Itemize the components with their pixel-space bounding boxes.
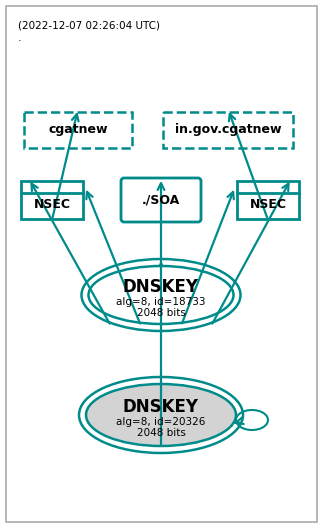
Text: .: . xyxy=(18,33,22,43)
FancyBboxPatch shape xyxy=(6,6,317,522)
Text: 2048 bits: 2048 bits xyxy=(137,308,185,318)
Text: DNSKEY: DNSKEY xyxy=(123,278,199,296)
Text: DNSKEY: DNSKEY xyxy=(123,398,199,416)
Ellipse shape xyxy=(89,266,234,324)
FancyBboxPatch shape xyxy=(121,178,201,222)
FancyBboxPatch shape xyxy=(237,181,299,219)
Text: NSEC: NSEC xyxy=(249,197,287,211)
Text: alg=8, id=20326: alg=8, id=20326 xyxy=(116,417,206,427)
Text: NSEC: NSEC xyxy=(34,197,70,211)
Text: 2048 bits: 2048 bits xyxy=(137,428,185,438)
Text: alg=8, id=18733: alg=8, id=18733 xyxy=(116,297,206,307)
Text: ./SOA: ./SOA xyxy=(142,193,180,206)
Text: cgatnew: cgatnew xyxy=(48,124,108,137)
Text: (2022-12-07 02:26:04 UTC): (2022-12-07 02:26:04 UTC) xyxy=(18,21,160,31)
Ellipse shape xyxy=(86,384,236,446)
FancyBboxPatch shape xyxy=(21,181,83,219)
Text: in.gov.cgatnew: in.gov.cgatnew xyxy=(175,124,281,137)
